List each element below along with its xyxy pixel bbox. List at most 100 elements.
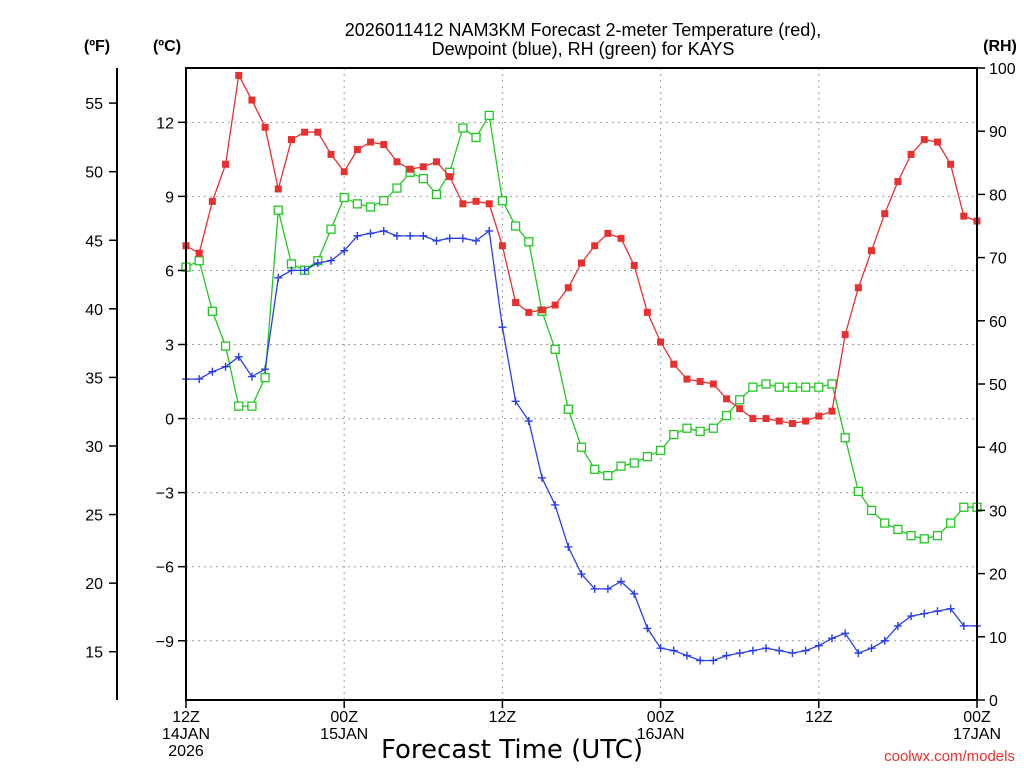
dewpoint-point — [682, 651, 691, 660]
rh-point — [800, 382, 811, 392]
fahrenheit-tick-label: 55 — [85, 96, 103, 113]
temperature-point — [960, 212, 968, 220]
temperature-point — [367, 138, 375, 146]
dewpoint-point — [920, 609, 929, 618]
dewpoint-point — [630, 589, 639, 598]
dewpoint-point — [287, 266, 296, 275]
dewpoint-series — [182, 226, 981, 665]
time-tick-label: 17JAN — [953, 726, 1001, 743]
dewpoint-point — [656, 644, 665, 653]
temperature-point — [208, 197, 216, 205]
temperature-point — [802, 417, 810, 425]
fahrenheit-tick-label: 30 — [85, 439, 103, 456]
dewpoint-point — [379, 226, 388, 235]
temperature-point — [894, 178, 902, 186]
chart-title-line2: Dewpoint (blue), RH (green) for KAYS — [432, 39, 735, 59]
rh-point — [721, 410, 732, 421]
temperature-point — [762, 415, 770, 423]
rh-point — [880, 518, 890, 528]
dewpoint-point — [577, 570, 586, 579]
rh-point — [550, 344, 560, 354]
time-tick-label: 00Z — [330, 709, 358, 726]
temperature-point — [195, 249, 203, 257]
rh-tick-label: 60 — [989, 314, 1007, 331]
temperature-point — [604, 229, 612, 237]
celsius-tick-label: 6 — [165, 263, 174, 280]
dewpoint-point — [893, 621, 902, 630]
dewpoint-point — [208, 367, 217, 376]
rh-point — [194, 256, 204, 266]
dewpoint-point — [524, 417, 533, 426]
temperature-point — [788, 420, 796, 427]
celsius-unit-label: (ºC) — [153, 38, 181, 55]
rh-point — [260, 373, 270, 383]
rh-point — [247, 401, 257, 411]
rh-point — [510, 221, 521, 231]
temperature-point — [538, 306, 546, 314]
dewpoint-point — [722, 651, 731, 660]
dewpoint-point — [353, 231, 362, 240]
dewpoint-point — [814, 641, 823, 650]
time-tick-label: 2026 — [168, 743, 204, 760]
temperature-point — [723, 395, 731, 403]
temperature-point — [274, 185, 282, 193]
rh-point — [379, 196, 389, 206]
dewpoint-point — [590, 584, 599, 593]
temperature-point — [248, 96, 256, 104]
temperature-point — [406, 165, 414, 173]
rh-point — [418, 173, 428, 184]
dewpoint-point — [735, 649, 744, 658]
rh-point — [365, 202, 376, 212]
rh-point — [497, 196, 508, 206]
rh-point — [234, 401, 244, 411]
fahrenheit-tick-label: 40 — [85, 302, 103, 319]
temperature-point — [564, 284, 572, 292]
temperature-point — [696, 378, 704, 386]
dewpoint-point — [669, 646, 678, 655]
rh-point — [866, 505, 877, 516]
dewpoint-point — [880, 636, 889, 645]
dewpoint-point — [366, 229, 375, 238]
rh-tick-label: 40 — [989, 440, 1007, 457]
celsius-tick-label: 12 — [156, 115, 174, 132]
celsius-tick-label: −3 — [156, 486, 174, 503]
temperature-point — [222, 160, 230, 168]
temperature-point — [512, 299, 520, 307]
rh-point — [761, 379, 771, 389]
rh-point — [484, 110, 494, 121]
rh-point — [616, 461, 626, 471]
temperature-point — [551, 301, 559, 309]
temperature-point — [340, 168, 348, 176]
rh-tick-label: 20 — [989, 567, 1007, 584]
temperature-point — [617, 234, 625, 242]
rh-point — [708, 423, 718, 433]
rh-point — [563, 404, 573, 414]
credit-text: coolwx.com/models — [884, 748, 1015, 765]
dewpoint-point — [841, 629, 850, 638]
temperature-point — [775, 417, 783, 425]
dewpoint-point — [788, 649, 797, 658]
temperature-point — [749, 415, 757, 423]
temperature-point — [393, 158, 401, 166]
rh-point — [945, 518, 956, 528]
rh-tick-label: 30 — [989, 503, 1007, 520]
temperature-point — [591, 242, 599, 250]
temperature-point — [525, 308, 533, 316]
temperature-point — [947, 160, 955, 168]
rh-point — [352, 199, 363, 209]
rh-point — [735, 395, 745, 405]
dewpoint-point — [564, 542, 573, 551]
celsius-tick-label: −6 — [156, 560, 174, 577]
temperature-point — [314, 128, 322, 136]
rh-tick-label: 90 — [989, 124, 1007, 141]
rh-point — [273, 205, 283, 215]
temperature-point — [828, 407, 836, 415]
time-tick-label: 12Z — [489, 709, 517, 726]
fahrenheit-axis: 15 20 25 30 35 40 45 50 55 — [85, 96, 117, 662]
dewpoint-point — [867, 644, 876, 653]
rh-point — [326, 224, 336, 234]
temperature-point — [419, 163, 427, 171]
rh-point — [431, 189, 442, 200]
dewpoint-point — [617, 577, 626, 586]
dewpoint-point — [419, 231, 428, 240]
